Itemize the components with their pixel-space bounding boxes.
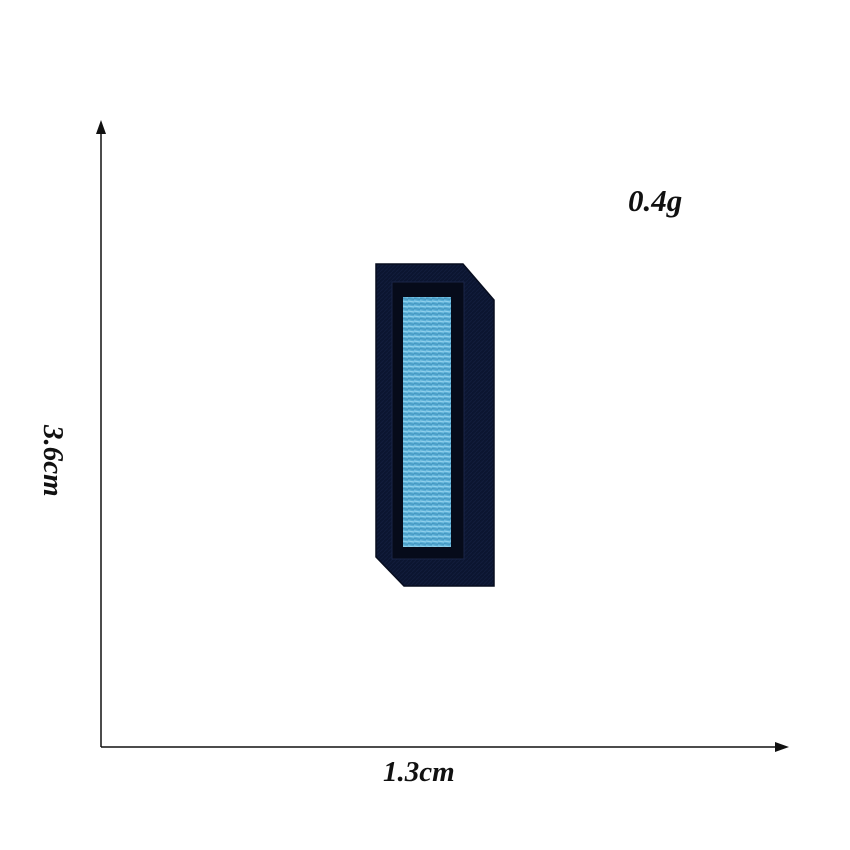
embroidered-patch <box>375 263 495 587</box>
patch-blue-stripe <box>403 297 451 547</box>
width-label: 1.3cm <box>383 756 455 788</box>
width-axis-arrow <box>775 742 789 752</box>
height-axis-arrow <box>96 120 106 134</box>
weight-label: 0.4g <box>628 183 683 218</box>
height-label: 3.6cm <box>37 425 69 497</box>
